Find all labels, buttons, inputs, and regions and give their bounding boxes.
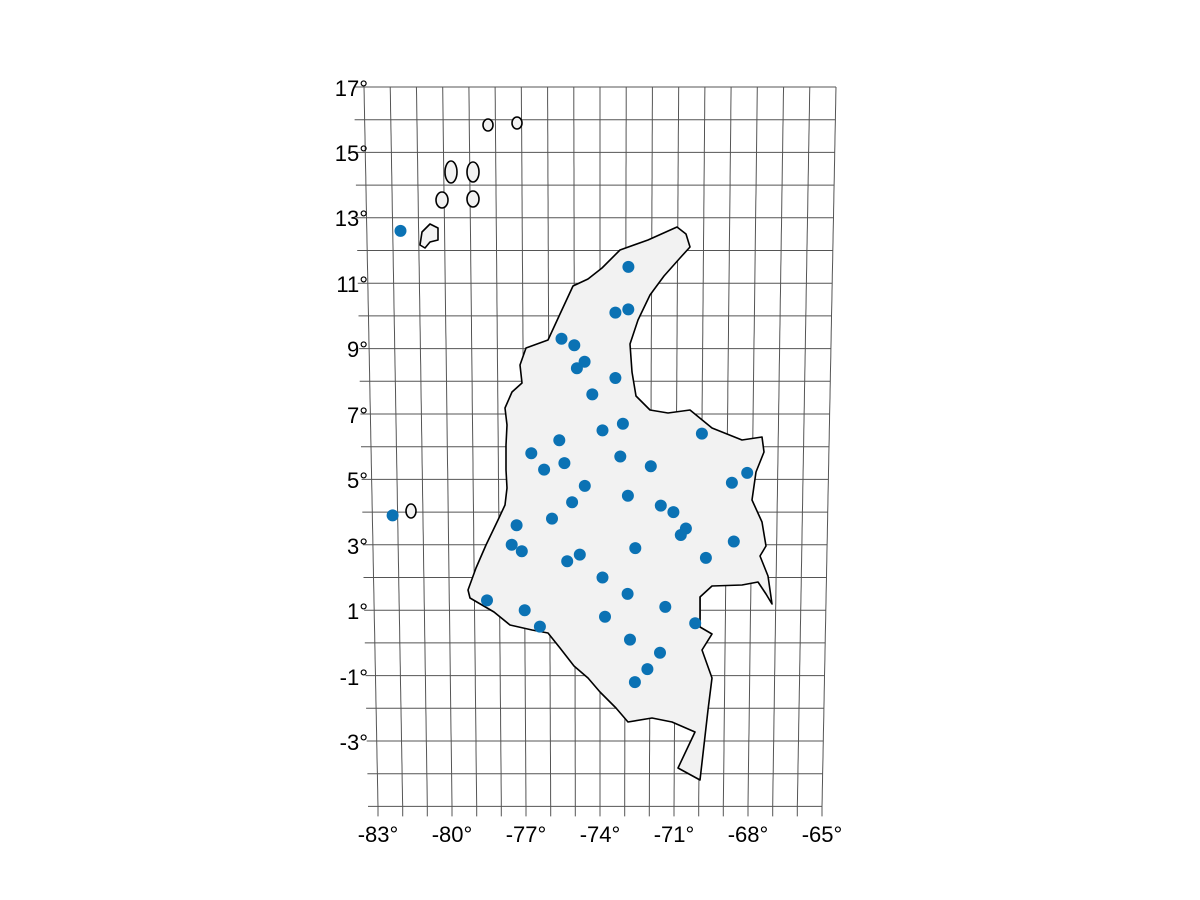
station-marker: [621, 587, 634, 600]
station-marker: [555, 332, 568, 345]
lon-tick-label: -80°: [432, 822, 473, 847]
station-marker: [510, 519, 523, 532]
station-marker: [609, 372, 622, 384]
station-marker: [614, 450, 627, 463]
station-marker: [689, 617, 702, 630]
station-marker: [561, 555, 574, 568]
station-marker: [578, 479, 591, 492]
lon-tick-label: -77°: [506, 822, 547, 847]
island-cayo-east: [511, 116, 523, 130]
lat-tick-label: 15°: [335, 141, 368, 166]
station-marker: [586, 388, 599, 401]
latitude-tick-labels: 17° 15° 13° 11° 9° 7° 5° 3° 1° -1° -3°: [335, 76, 368, 755]
station-marker: [518, 604, 531, 617]
station-marker: [481, 594, 493, 607]
island-cayo-b: [466, 161, 480, 183]
station-marker: [505, 538, 518, 551]
island-san-andres: [419, 223, 439, 249]
station-marker: [654, 646, 666, 659]
lat-tick-label: 7°: [347, 403, 368, 428]
station-marker: [654, 499, 667, 512]
meridian-line: [796, 86, 811, 817]
station-marker: [546, 512, 558, 525]
island-malpelo: [405, 503, 417, 519]
station-marker: [629, 542, 642, 555]
lat-tick-label: -1°: [340, 665, 368, 690]
lat-tick-label: 11°: [336, 272, 368, 297]
station-marker: [641, 663, 654, 676]
longitude-tick-labels: -83° -80° -77° -74° -71° -68° -65°: [358, 822, 843, 847]
lon-tick-label: -83°: [358, 822, 399, 847]
station-marker: [667, 506, 680, 519]
meridian-line: [772, 86, 785, 817]
station-marker: [394, 224, 407, 237]
lat-tick-label: 13°: [335, 206, 368, 231]
station-marker: [558, 457, 571, 470]
station-marker: [622, 260, 635, 273]
station-marker: [616, 417, 629, 430]
lat-tick-label: 17°: [335, 76, 368, 101]
station-marker: [596, 571, 609, 584]
station-marker: [515, 545, 528, 558]
station-marker: [570, 362, 583, 375]
station-marker: [699, 551, 712, 564]
lon-tick-label: -65°: [802, 822, 843, 847]
station-marker: [573, 548, 586, 561]
lon-tick-label: -74°: [580, 822, 621, 847]
station-marker: [727, 535, 740, 548]
station-marker: [568, 339, 581, 352]
island-cayo-a: [444, 160, 458, 184]
lon-tick-label: -68°: [728, 822, 769, 847]
island-providencia-north: [482, 118, 494, 132]
station-marker: [566, 496, 579, 509]
station-marker: [659, 600, 672, 613]
meridian-line: [821, 86, 837, 817]
station-marker: [741, 466, 754, 479]
meridian-line: [363, 86, 379, 817]
station-marker: [525, 447, 538, 460]
station-marker: [695, 427, 708, 440]
station-marker: [628, 676, 641, 689]
station-marker: [644, 460, 657, 473]
station-marker: [533, 620, 546, 633]
lat-tick-label: 1°: [347, 599, 368, 624]
station-marker: [725, 476, 738, 489]
station-points: [386, 224, 754, 689]
lat-tick-label: 3°: [347, 534, 368, 559]
mainland-outline: [467, 226, 773, 781]
station-marker: [624, 633, 636, 646]
station-marker: [609, 306, 622, 319]
lat-tick-label: 5°: [347, 468, 368, 493]
station-marker: [553, 434, 566, 447]
station-marker: [386, 509, 399, 522]
meridian-line: [389, 86, 404, 817]
meridian-line: [415, 86, 428, 817]
station-marker: [674, 529, 687, 541]
lon-tick-label: -71°: [654, 822, 695, 847]
meridian-line: [468, 86, 478, 817]
station-marker: [621, 489, 634, 502]
station-marker: [596, 424, 609, 437]
land-layer: [405, 116, 773, 781]
lat-tick-label: 9°: [347, 337, 368, 362]
island-cayo-c: [466, 190, 480, 208]
lat-tick-label: -3°: [340, 730, 368, 755]
station-marker: [599, 610, 611, 623]
meridian-line: [494, 86, 502, 817]
station-marker: [622, 303, 635, 316]
station-marker: [538, 463, 551, 476]
island-san-andres-north: [435, 191, 449, 209]
